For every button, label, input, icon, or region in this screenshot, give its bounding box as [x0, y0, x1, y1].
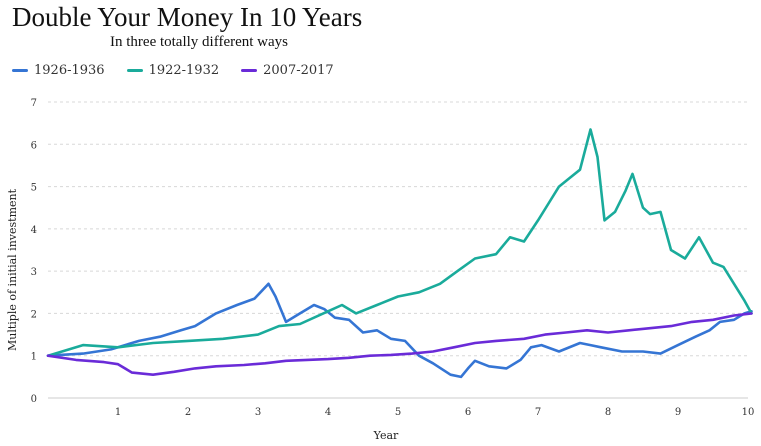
x-tick-label: 7	[535, 407, 541, 418]
x-tick-label: 8	[605, 407, 611, 418]
x-tick-label: 6	[465, 407, 471, 418]
x-tick-label: 9	[675, 407, 681, 418]
chart-title: Double Your Money In 10 Years	[12, 2, 363, 32]
y-tick-label: 7	[31, 98, 37, 109]
legend-item: 2007-2017	[241, 63, 334, 78]
legend-label: 1922-1932	[148, 63, 220, 78]
x-tick-label: 5	[395, 407, 401, 418]
legend-swatch	[126, 69, 143, 72]
legend-label: 1926-1936	[34, 63, 105, 78]
series-line-1926-1936	[46, 282, 753, 379]
x-tick-label: 4	[325, 407, 331, 418]
series-line-2007-2017	[46, 312, 753, 377]
y-axis-title: Multiple of initial investment	[6, 188, 19, 351]
y-tick-label: 2	[31, 309, 37, 320]
legend-label: 2007-2017	[263, 63, 334, 78]
x-tick-label: 2	[185, 407, 191, 418]
legend-item: 1926-1936	[12, 63, 105, 78]
legend-swatch	[12, 69, 28, 72]
x-axis-title: Year	[373, 429, 399, 442]
legend-swatch	[241, 69, 258, 72]
y-tick-label: 4	[31, 225, 37, 236]
x-tick-label: 1	[115, 407, 121, 418]
x-tick-label: 3	[255, 407, 261, 418]
y-tick-label: 0	[31, 394, 37, 405]
legend-item: 1922-1932	[126, 63, 220, 78]
y-tick-label: 3	[31, 267, 37, 278]
series-line-1922-1932	[46, 128, 753, 358]
x-tick-label: 10	[742, 407, 755, 418]
chart-legend: 1926-1936 1922-1932 2007-2017	[12, 63, 334, 78]
y-tick-label: 5	[31, 183, 37, 194]
y-tick-label: 6	[31, 140, 37, 151]
y-tick-label: 1	[31, 352, 37, 363]
chart-subtitle: In three totally different ways	[110, 34, 288, 50]
